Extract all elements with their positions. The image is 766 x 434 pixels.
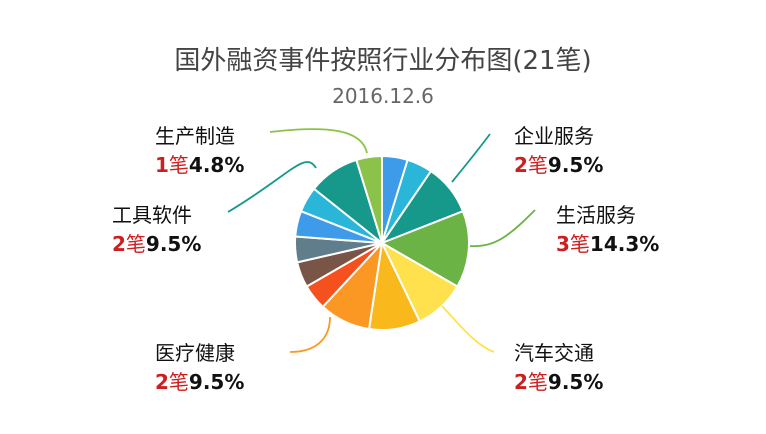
leader-line-5 bbox=[269, 128, 368, 154]
label-unit: 笔 bbox=[125, 232, 146, 256]
label-enterprise-services: 企业服务 2笔9.5% bbox=[514, 122, 603, 180]
label-name: 生产制造 bbox=[155, 124, 235, 148]
label-healthcare: 医疗健康 2笔9.5% bbox=[155, 339, 244, 397]
label-unit: 笔 bbox=[168, 370, 189, 394]
label-auto-transport: 汽车交通 2笔9.5% bbox=[514, 339, 603, 397]
leader-line-3 bbox=[289, 316, 331, 353]
label-tool-software: 工具软件 2笔9.5% bbox=[112, 201, 201, 259]
pie-slice-13 bbox=[355, 154, 383, 244]
label-name: 生活服务 bbox=[556, 203, 636, 227]
label-count: 3 bbox=[556, 232, 570, 256]
label-life-services: 生活服务 3笔14.3% bbox=[556, 201, 659, 259]
pie-slice-3 bbox=[379, 209, 470, 288]
leader-line-4 bbox=[227, 161, 317, 213]
label-count: 2 bbox=[514, 153, 528, 177]
label-count: 1 bbox=[155, 153, 169, 177]
label-percent: 9.5% bbox=[145, 232, 202, 256]
label-name: 医疗健康 bbox=[155, 341, 235, 365]
leader-line-2 bbox=[441, 305, 495, 353]
label-name: 汽车交通 bbox=[514, 341, 594, 365]
label-name: 工具软件 bbox=[112, 203, 192, 227]
label-manufacturing: 生产制造 1笔4.8% bbox=[155, 122, 244, 180]
label-percent: 9.5% bbox=[547, 370, 604, 394]
label-count: 2 bbox=[514, 370, 528, 394]
label-unit: 笔 bbox=[569, 232, 590, 256]
leader-line-1 bbox=[469, 209, 536, 248]
label-name: 企业服务 bbox=[514, 124, 594, 148]
leader-line-0 bbox=[451, 133, 491, 183]
label-count: 2 bbox=[112, 232, 126, 256]
label-percent: 9.5% bbox=[188, 370, 245, 394]
label-unit: 笔 bbox=[527, 370, 548, 394]
chart-title: 国外融资事件按照行业分布图(21笔) bbox=[174, 46, 592, 76]
label-percent: 4.8% bbox=[188, 153, 245, 177]
label-unit: 笔 bbox=[527, 153, 548, 177]
label-count: 2 bbox=[155, 370, 169, 394]
chart-subtitle: 2016.12.6 bbox=[332, 84, 434, 108]
label-unit: 笔 bbox=[168, 153, 189, 177]
label-percent: 14.3% bbox=[589, 232, 660, 256]
label-percent: 9.5% bbox=[547, 153, 604, 177]
